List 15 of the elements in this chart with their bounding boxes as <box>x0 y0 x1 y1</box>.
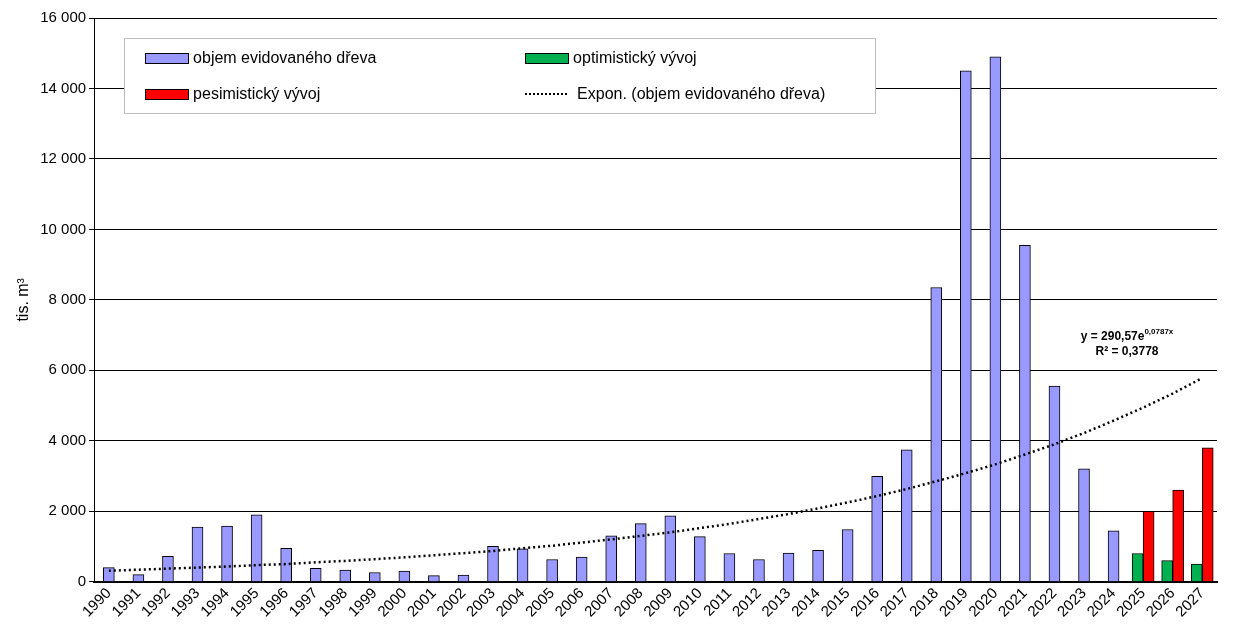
y-tick-label: 16 000 <box>40 8 87 26</box>
y-tick-label: 12 000 <box>40 149 87 167</box>
y-tick-label: 0 <box>77 571 87 589</box>
y-axis-title: tis. m³ <box>14 277 32 322</box>
y-tick-label: 14 000 <box>40 78 87 96</box>
y-tick-label: 10 000 <box>40 219 87 237</box>
legend-label: objem evidovaného dřeva <box>193 49 377 67</box>
y-tick-label: 6 000 <box>48 360 87 378</box>
legend-label: pesimistický vývoj <box>193 85 321 103</box>
y-tick-label: 4 000 <box>48 430 87 448</box>
y-tick-label: 2 000 <box>48 501 87 519</box>
y-tick-label: 8 000 <box>48 289 87 307</box>
legend-label: optimistický vývoj <box>573 49 697 67</box>
annotation: R² = 0,3778 <box>1095 343 1159 358</box>
legend-label: Expon. (objem evidovaného dřeva) <box>577 85 826 103</box>
